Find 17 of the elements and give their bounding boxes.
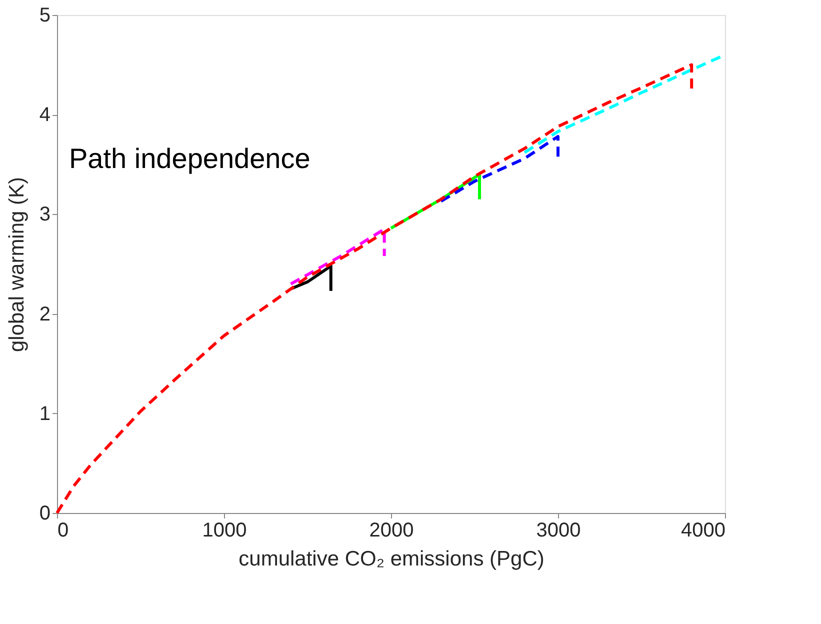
y-tick-label: 4 [39, 104, 50, 126]
y-tick-label: 5 [39, 4, 50, 26]
x-tick-label: 4000 [681, 520, 726, 542]
x-axis-title: cumulative CO₂ emissions (PgC) [238, 548, 544, 570]
y-axis-title: global warming (K) [5, 176, 28, 352]
y-tick-label: 3 [39, 204, 50, 226]
x-tick-label: 1000 [202, 520, 247, 542]
y-tick-label: 0 [39, 502, 50, 524]
line-series [289, 264, 332, 292]
x-tick-label: 2000 [369, 520, 414, 542]
x-tick-label: 0 [58, 520, 69, 542]
y-tick-label: 2 [39, 303, 50, 326]
line-series [56, 63, 694, 514]
x-tick-label: 3000 [536, 520, 581, 542]
y-tick-label: 1 [39, 402, 50, 425]
line-series [440, 135, 560, 203]
annotation: Path independence [69, 143, 310, 174]
